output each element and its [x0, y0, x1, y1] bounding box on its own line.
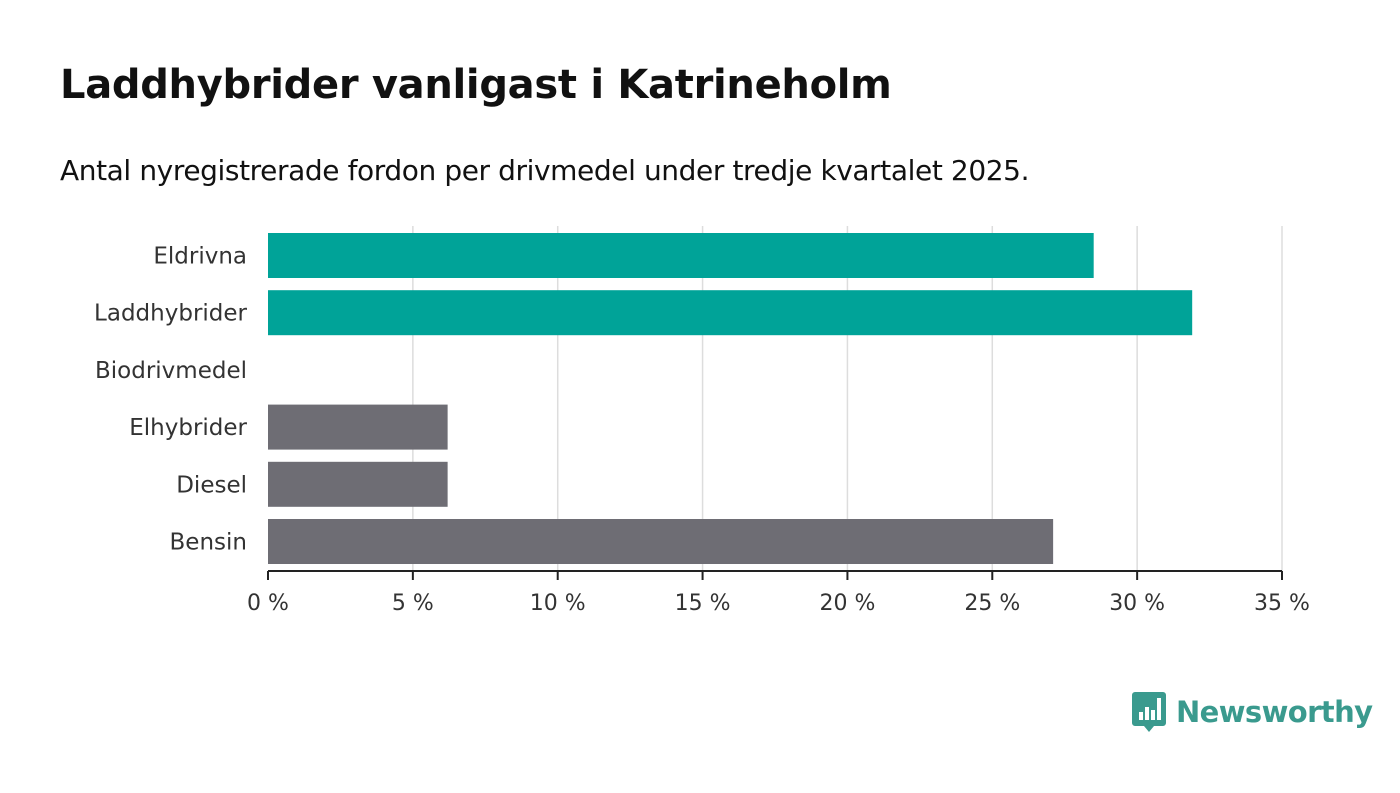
x-axis: 0 % 5 % 10 % 15 % 20 % 25 % 30 % 35 % — [247, 570, 1310, 616]
bar-diesel — [268, 461, 448, 507]
x-tick-label: 35 % — [1254, 591, 1310, 616]
x-tick-label: 5 % — [392, 591, 434, 616]
category-label: Bensin — [170, 530, 247, 556]
bar-eldrivna — [268, 233, 1094, 278]
bar-elhybrider — [268, 404, 448, 450]
x-tick-label: 20 % — [819, 591, 875, 616]
x-tick-label: 0 % — [247, 591, 289, 616]
category-label: Laddhybrider — [94, 301, 247, 327]
x-tick-label: 10 % — [530, 591, 586, 616]
bar-chart-speech-bubble-icon — [1132, 692, 1166, 732]
bars — [268, 233, 1193, 564]
category-label: Biodrivmedel — [95, 358, 247, 384]
grid-lines — [412, 226, 1283, 571]
category-label: Elhybrider — [129, 415, 247, 441]
category-label: Diesel — [176, 472, 247, 498]
category-labels: Eldrivna Laddhybrider Biodrivmedel Elhybrid… — [94, 244, 247, 556]
x-tick-label: 15 % — [675, 591, 731, 616]
newsworthy-logo: Newsworthy — [1132, 692, 1373, 732]
bar-chart: Eldrivna Laddhybrider Biodrivmedel Elhybrid… — [94, 226, 1310, 616]
x-tick-label: 30 % — [1109, 591, 1165, 616]
brand-name: Newsworthy — [1176, 695, 1373, 729]
bar-bensin — [268, 519, 1054, 564]
x-tick-label: 25 % — [964, 591, 1020, 616]
category-label: Eldrivna — [153, 244, 247, 270]
chart-subtitle: Antal nyregistrerade fordon per drivmede… — [60, 154, 1030, 187]
chart-title: Laddhybrider vanligast i Katrineholm — [60, 62, 892, 108]
bar-laddhybrider — [268, 290, 1193, 336]
